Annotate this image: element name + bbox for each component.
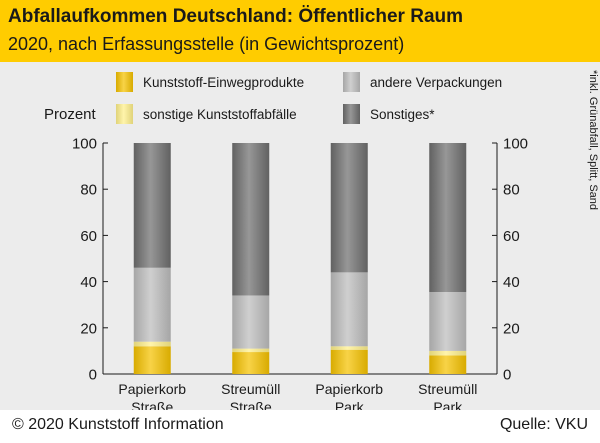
legend-label: Sonstiges* [370,107,435,122]
chart-subtitle: 2020, nach Erfassungsstelle (in Gewichts… [8,34,405,54]
y-tick-label-left: 0 [89,367,97,384]
bar-segment [133,341,171,347]
bar-segment [330,346,368,350]
y-tick-label-left: 80 [80,182,97,199]
x-tick-label: Straße [131,399,173,410]
y-tick-label-right: 0 [503,367,511,384]
chart-title: Abfallaufkommen Deutschland: Öffentliche… [8,6,464,27]
y-tick-label-right: 60 [503,228,520,245]
bar-segment [133,143,171,268]
legend-label: sonstige Kunststoffabfälle [143,107,297,122]
plot-area: Kunststoff-Einwegprodukte sonstige Kunsts… [0,62,600,415]
y-tick-label-left: 20 [80,320,97,337]
bar-segment [330,349,368,374]
bar-segment [232,352,270,374]
header-banner: Abfallaufkommen Deutschland: Öffentliche… [0,0,600,62]
legend-swatch [343,72,360,92]
x-tick-label: Papierkorb [118,381,186,397]
bar-segment [133,346,171,374]
x-tick-labels: Papierkorb Straße Streumüll Straße Papierkor… [118,381,477,415]
legend-swatch [116,72,133,92]
x-tick-label: Park [335,399,365,410]
y-tick-label-right: 40 [503,274,520,291]
x-tick-label: Streumüll [221,381,280,397]
bar-segment [232,295,270,349]
legend-swatch [116,104,133,124]
legend: Kunststoff-Einwegprodukte sonstige Kunsts… [116,72,502,124]
legend-label: andere Verpackungen [370,75,502,90]
y-tick-label-left: 100 [72,136,97,153]
x-tick-label: Straße [230,399,272,410]
y-tick-label-right: 80 [503,182,520,199]
bar-segment [133,267,171,342]
legend-label: Kunststoff-Einwegprodukte [143,75,304,90]
y-tick-label-right: 20 [503,320,520,337]
y-tick-label-left: 60 [80,228,97,245]
stacked-bar-chart: Kunststoff-Einwegprodukte sonstige Kunsts… [44,70,599,415]
x-tick-label: Streumüll [418,381,477,397]
legend-swatch [343,104,360,124]
bar-segment [330,272,368,347]
y-tick-label-left: 40 [80,274,97,291]
source-note: Quelle: VKU [499,416,588,433]
y-axis-label: Prozent [44,106,97,123]
bar-segment [330,143,368,273]
bar-segment [429,291,467,351]
x-tick-label: Park [433,399,463,410]
bar-segment [429,143,467,292]
bar-segment [429,350,467,356]
bar-segment [429,355,467,374]
copyright-note: © 2020 Kunststoff Information [12,416,224,433]
bar-segment [232,348,270,353]
bar-segment [232,143,270,296]
footnote: *inkl. Grünabfall, Splitt, Sand [587,70,599,210]
bars [133,143,467,374]
y-tick-label-right: 100 [503,136,528,153]
x-tick-label: Papierkorb [315,381,383,397]
